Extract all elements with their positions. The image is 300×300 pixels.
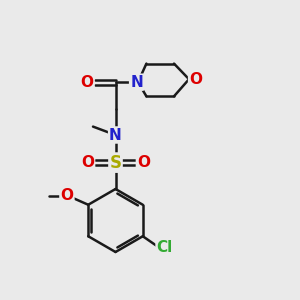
Text: O: O — [60, 188, 74, 203]
Text: O: O — [137, 155, 150, 170]
Text: N: N — [130, 75, 143, 90]
Text: O: O — [80, 75, 94, 90]
Text: S: S — [110, 154, 122, 172]
Text: N: N — [109, 128, 122, 142]
Text: O: O — [81, 155, 94, 170]
Text: O: O — [189, 72, 202, 87]
Text: Cl: Cl — [157, 240, 173, 255]
